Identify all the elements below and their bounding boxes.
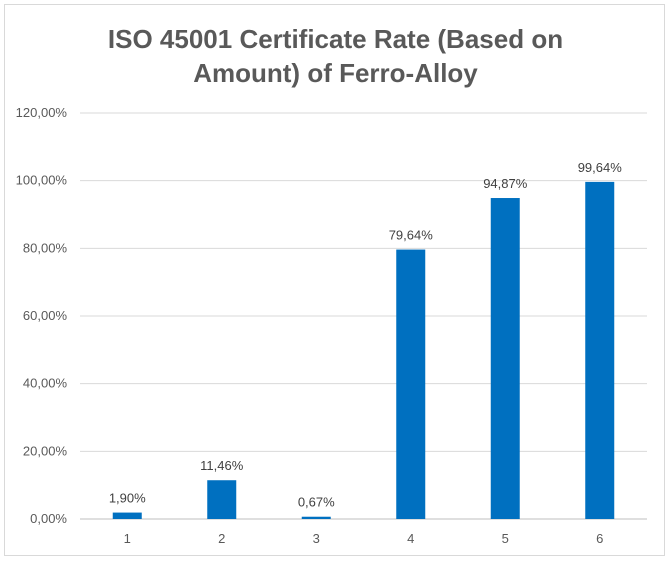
data-labels: 1,90% 11,46% 0,67% 79,64% 94,87% 99,64% [109, 160, 622, 510]
y-axis-tick-labels: 0,00% 20,00% 40,00% 60,00% 80,00% 100,00% 120,… [16, 105, 68, 526]
bars [112, 181, 615, 519]
bar [396, 249, 426, 519]
chart-title-line-1: ISO 45001 Certificate Rate (Based on [107, 24, 564, 54]
x-tick-label: 3 [313, 531, 320, 546]
gridlines [80, 112, 647, 520]
y-tick-label: 100,00% [16, 173, 68, 188]
y-tick-label: 0,00% [30, 511, 67, 526]
data-label: 94,87% [483, 176, 528, 191]
x-tick-label: 6 [596, 531, 603, 546]
bar [490, 198, 520, 519]
y-tick-label: 80,00% [23, 240, 68, 255]
chart-frame [4, 4, 665, 556]
y-tick-label: 40,00% [23, 376, 68, 391]
chart-title: ISO 45001 Certificate Rate (Based on Amo… [0, 22, 671, 90]
bar [301, 516, 331, 519]
x-axis-tick-labels: 1 2 3 4 5 6 [124, 531, 604, 546]
data-label: 99,64% [578, 160, 623, 175]
data-label: 79,64% [389, 228, 434, 243]
y-tick-label: 120,00% [16, 105, 68, 120]
data-label: 0,67% [298, 495, 335, 510]
bar [585, 181, 615, 519]
data-label: 11,46% [200, 458, 244, 473]
bar [112, 512, 142, 519]
x-tick-label: 2 [218, 531, 225, 546]
y-tick-label: 20,00% [23, 443, 68, 458]
y-tick-label: 60,00% [23, 308, 68, 323]
x-tick-label: 5 [502, 531, 509, 546]
x-tick-label: 1 [124, 531, 131, 546]
bar [207, 480, 237, 519]
x-tick-label: 4 [407, 531, 414, 546]
chart-title-line-2: Amount) of Ferro-Alloy [193, 58, 478, 88]
data-label: 1,90% [109, 491, 146, 506]
